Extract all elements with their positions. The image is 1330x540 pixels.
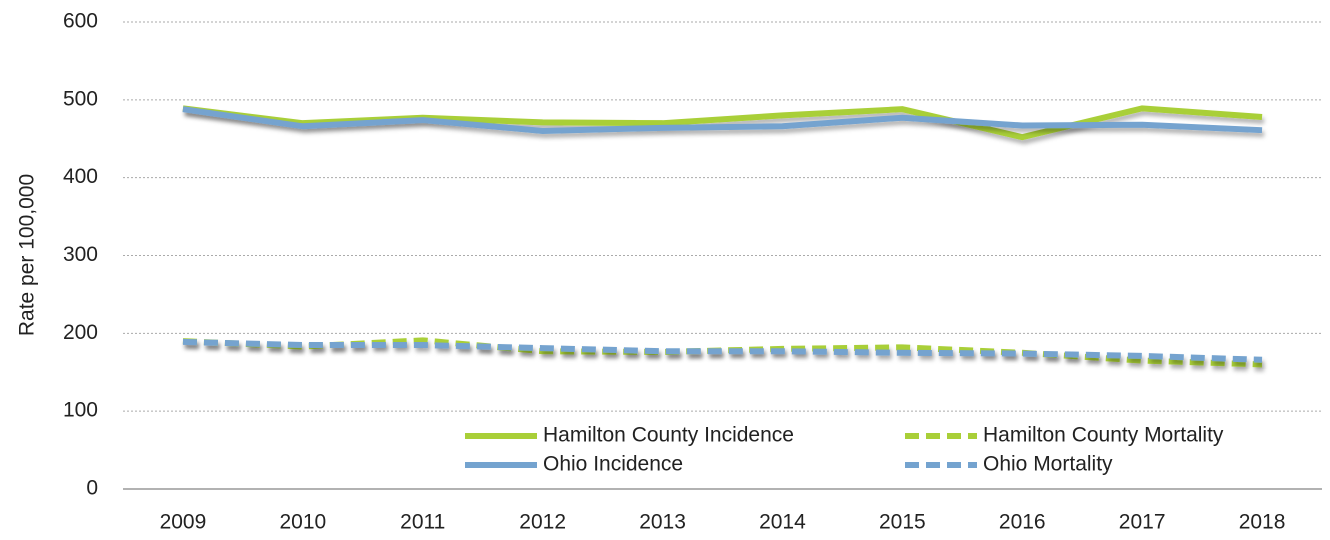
- line-series: [182, 337, 1263, 368]
- y-tick-label: 300: [63, 243, 98, 266]
- line-series: [182, 338, 1263, 363]
- x-tick-label: 2018: [1239, 511, 1286, 534]
- x-tick-label: 2010: [279, 511, 326, 534]
- x-tick-label: 2013: [639, 511, 686, 534]
- x-tick-label: 2017: [1119, 511, 1166, 534]
- y-tick-label: 500: [63, 87, 98, 110]
- legend-label: Hamilton County Mortality: [983, 424, 1224, 447]
- legend-label: Ohio Incidence: [543, 453, 683, 476]
- y-axis-label: Rate per 100,000: [16, 174, 39, 336]
- y-tick-label: 200: [63, 321, 98, 344]
- y-tick-label: 0: [86, 477, 98, 500]
- x-tick-label: 2014: [759, 511, 806, 534]
- y-tick-label: 100: [63, 399, 98, 422]
- legend-label: Hamilton County Incidence: [543, 424, 794, 447]
- y-tick-label: 400: [63, 165, 98, 188]
- y-tick-label: 600: [63, 10, 98, 33]
- x-tick-label: 2009: [160, 511, 207, 534]
- line-series: [182, 106, 1263, 134]
- x-tick-label: 2012: [519, 511, 566, 534]
- x-tick-label: 2015: [879, 511, 926, 534]
- x-tick-label: 2011: [400, 511, 445, 534]
- x-tick-label: 2016: [999, 511, 1046, 534]
- legend-label: Ohio Mortality: [983, 453, 1113, 476]
